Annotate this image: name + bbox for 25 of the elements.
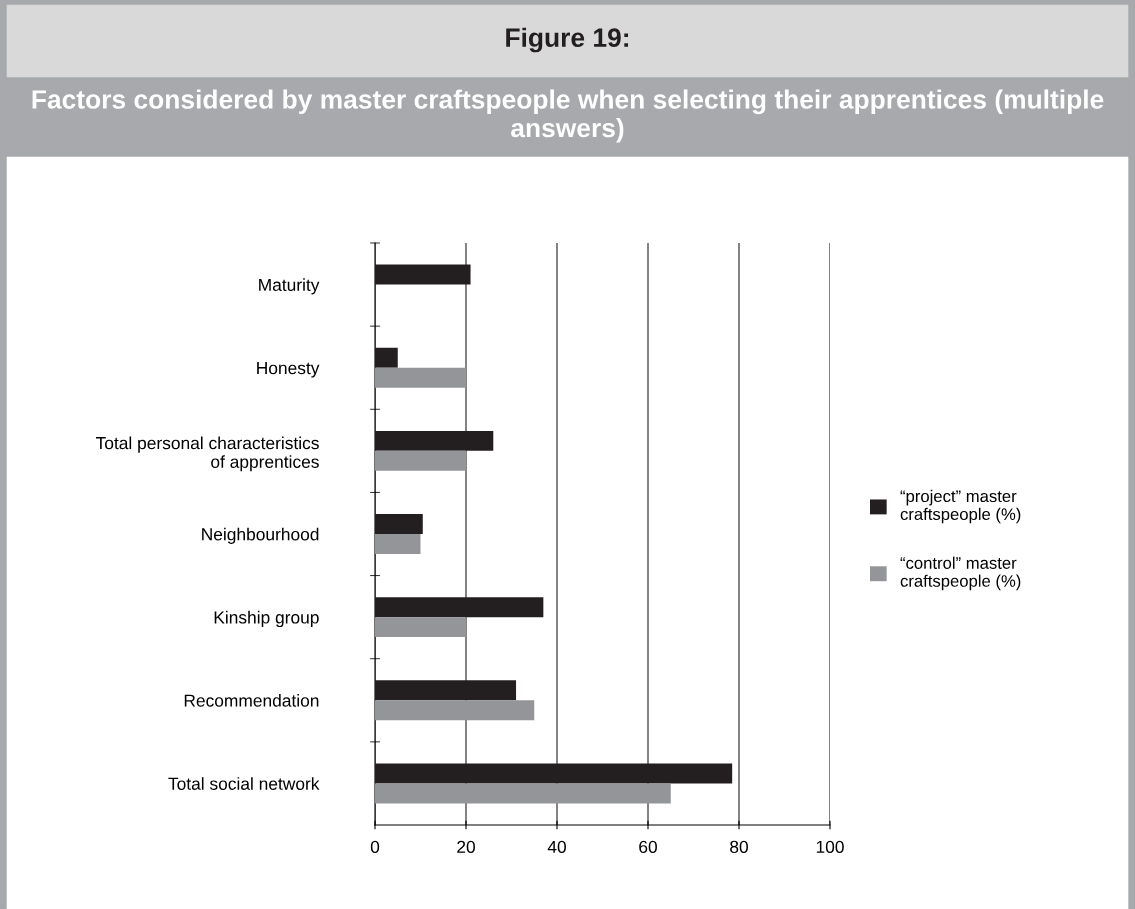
y-tick-label: Total personal characteristics of apprentices (95, 436, 319, 472)
bar (375, 534, 421, 554)
bar (375, 450, 466, 471)
y-tick-label: Kinship group (214, 610, 319, 628)
x-tick-label: 40 (547, 840, 566, 854)
bar (375, 617, 466, 638)
x-tick-label: 100 (816, 840, 844, 854)
chart-subtitle: Factors considered by master craftspeople when selecting their apprentices (multiple answers) (32, 89, 1104, 143)
x-tick-label: 0 (370, 840, 380, 854)
legend-label: “control” master craftspeople (%) (900, 556, 1021, 591)
x-tick-label: 60 (639, 840, 657, 854)
y-tick-label: Recommendation (184, 694, 319, 707)
bar (375, 514, 423, 534)
y-tick-label: Honesty (257, 362, 320, 378)
x-tick-label: 80 (730, 840, 748, 854)
y-tick-label: Neighbourhood (202, 527, 319, 544)
bar (375, 700, 535, 721)
bar (375, 783, 671, 804)
y-tick-label: Maturity (259, 278, 320, 295)
x-tick-label: 20 (457, 840, 475, 854)
y-tick-label: Total social network (168, 777, 320, 790)
chart-title: Figure 19: (506, 27, 629, 53)
bar (375, 367, 466, 388)
bar (375, 347, 398, 368)
legend-label: “project” master craftspeople (%) (900, 489, 1021, 524)
